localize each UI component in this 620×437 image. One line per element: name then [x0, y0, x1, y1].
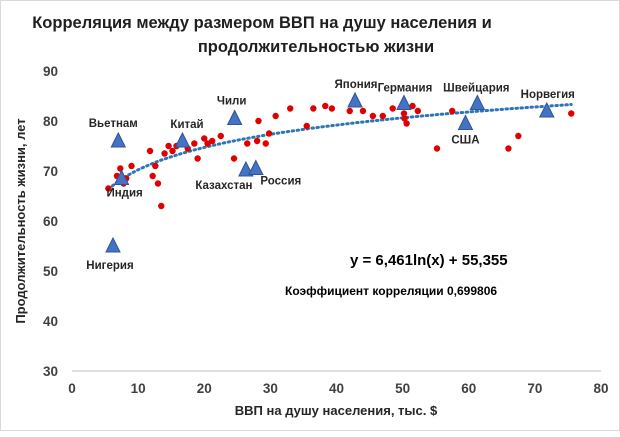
- trendline: [106, 103, 573, 191]
- x-tick-label: 10: [131, 381, 146, 396]
- country-label: Нигерия: [86, 260, 133, 272]
- data-point-circle: [515, 132, 522, 140]
- data-point-circle: [161, 150, 168, 157]
- data-point-circle: [149, 172, 156, 180]
- country-point-triangle: [469, 94, 486, 110]
- y-tick-label: 40: [43, 314, 58, 329]
- y-tick-label: 90: [43, 64, 58, 79]
- y-tick-label: 60: [43, 214, 58, 229]
- data-point-circle: [117, 165, 124, 172]
- data-point-circle: [414, 107, 422, 115]
- data-point-circle: [165, 142, 172, 150]
- trendline-equation: y = 6,461ln(x) + 55,355: [350, 252, 508, 269]
- country-label: США: [451, 135, 479, 147]
- x-tick-label: 0: [68, 381, 76, 396]
- data-point-circle: [244, 140, 251, 147]
- data-point-circle: [191, 140, 198, 147]
- data-point-circle: [201, 135, 208, 142]
- data-point-circle: [158, 202, 165, 210]
- data-point-circle: [154, 180, 162, 187]
- data-point-circle: [505, 145, 512, 152]
- data-point-circle: [379, 112, 386, 120]
- country-label: Норвегия: [521, 89, 575, 101]
- data-point-circle: [568, 110, 575, 117]
- country-label: Чили: [217, 96, 247, 108]
- country-point-triangle: [226, 109, 243, 125]
- data-point-circle: [433, 145, 441, 152]
- data-point-circle: [255, 117, 262, 125]
- y-tick-label: 80: [43, 114, 58, 129]
- data-point-circle: [322, 102, 329, 110]
- data-point-circle: [128, 162, 135, 170]
- data-point-circle: [369, 112, 377, 120]
- data-point-circle: [146, 147, 154, 155]
- data-point-circle: [272, 112, 279, 120]
- data-point-circle: [346, 107, 353, 115]
- country-point-triangle: [113, 169, 130, 185]
- data-points-circles: [105, 102, 575, 210]
- data-point-circle: [409, 102, 416, 110]
- data-point-circle: [262, 140, 269, 147]
- data-point-circle: [389, 105, 396, 112]
- country-point-triangle: [347, 91, 363, 108]
- country-label: Казахстан: [195, 180, 252, 192]
- y-tick-label: 70: [43, 164, 58, 179]
- data-point-circle: [152, 162, 159, 170]
- y-tick-label: 30: [43, 364, 58, 379]
- x-tick-label: 80: [593, 381, 608, 396]
- data-point-circle: [359, 107, 367, 115]
- data-point-circle: [208, 137, 216, 145]
- country-point-triangle: [248, 159, 264, 175]
- data-point-circle: [400, 110, 408, 117]
- country-point-triangle: [174, 131, 191, 148]
- data-point-circle: [287, 105, 294, 112]
- chart-title-line-1: Корреляция между размером ВВП на душу на…: [32, 14, 492, 32]
- x-tick-label: 40: [329, 381, 344, 396]
- country-point-triangle: [396, 94, 412, 110]
- country-point-triangle: [105, 236, 121, 253]
- data-point-circle: [401, 115, 408, 122]
- country-label: Индия: [106, 188, 142, 200]
- country-labels: Вьетнам Индия Нигерия Китай Чили Казахстан Рос…: [86, 79, 575, 272]
- data-point-circle: [194, 155, 201, 162]
- data-point-circle: [328, 105, 336, 112]
- y-axis-label: Продолжительность жизни, лет: [13, 118, 28, 323]
- data-point-circle: [449, 107, 456, 115]
- country-label: Россия: [260, 176, 301, 188]
- correlation-annotation: Коэффициент корреляции 0,699806: [285, 284, 497, 298]
- country-point-triangle: [457, 114, 474, 130]
- x-tick-label: 60: [461, 381, 476, 396]
- x-tick-label: 30: [263, 381, 278, 396]
- data-point-circle: [230, 155, 238, 162]
- data-point-circle: [169, 147, 176, 155]
- chart-title-line-2: продолжительностью жизни: [198, 38, 434, 56]
- x-tick-labels: 0 10 20 30 40 50 60 70 80: [68, 381, 608, 396]
- country-point-triangle: [538, 101, 555, 118]
- country-label: Япония: [335, 79, 378, 91]
- x-axis-label: ВВП на душу населения, тыс. $: [235, 403, 438, 418]
- data-point-circle: [217, 132, 224, 140]
- y-tick-label: 50: [43, 264, 58, 279]
- data-point-circle: [303, 122, 310, 130]
- x-tick-label: 20: [197, 381, 212, 396]
- data-point-circle: [265, 130, 273, 137]
- data-point-circle: [403, 120, 410, 127]
- data-point-circle: [105, 185, 112, 192]
- country-label: Швейцария: [443, 83, 509, 95]
- y-tick-labels: 30 40 50 60 70 80 90: [43, 64, 58, 379]
- data-point-circle: [310, 105, 317, 112]
- data-points-countries: [105, 91, 555, 253]
- data-point-circle: [253, 137, 261, 145]
- country-label: Вьетнам: [89, 118, 138, 130]
- x-tick-label: 70: [527, 381, 542, 396]
- country-label: Германия: [378, 83, 433, 95]
- x-tick-label: 50: [395, 381, 410, 396]
- country-point-triangle: [110, 131, 127, 148]
- country-label: Китай: [170, 119, 203, 131]
